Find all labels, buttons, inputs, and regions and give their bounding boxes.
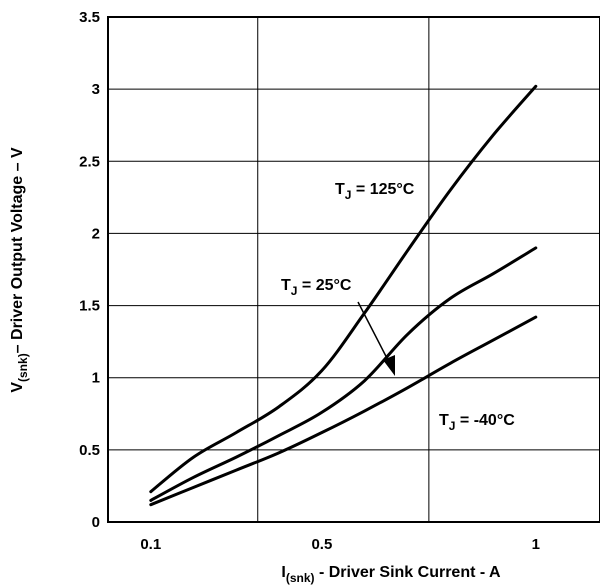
label-125c: TJ = 125°C xyxy=(335,181,415,202)
y-tick-label-3: 1.5 xyxy=(79,298,100,315)
label-25c: TJ = 25°C xyxy=(281,277,352,298)
y-tick-label-5: 2.5 xyxy=(79,153,100,170)
label-minus40c: TJ = -40°C xyxy=(439,412,515,433)
x-axis-title: I(snk) - Driver Sink Current - A xyxy=(281,564,501,585)
y-axis-title: V(snk)– Driver Output Voltage – V xyxy=(9,147,30,393)
y-tick-labels: 0 0.5 1 1.5 2 2.5 3 3.5 xyxy=(79,9,100,531)
y-tick-label-1: 0.5 xyxy=(79,442,100,459)
x-tick-label-1: 0.5 xyxy=(311,536,332,553)
series-line-25c xyxy=(149,246,538,502)
y-tick-label-2: 1 xyxy=(92,370,100,387)
y-tick-label-4: 2 xyxy=(92,225,100,242)
x-tick-label-0: 0.1 xyxy=(140,536,161,553)
series-lines xyxy=(149,84,538,507)
grid xyxy=(108,17,600,522)
series-line-minus40c xyxy=(149,315,538,507)
x-tick-label-2: 1 xyxy=(532,536,540,553)
y-tick-label-7: 3.5 xyxy=(79,9,100,26)
y-tick-label-0: 0 xyxy=(92,514,100,531)
plot-frame xyxy=(107,16,600,523)
y-tick-label-6: 3 xyxy=(92,81,100,98)
arrow-25c xyxy=(357,301,395,376)
series-line-125c xyxy=(149,84,538,494)
x-tick-labels: 0.1 0.5 1 xyxy=(140,536,540,553)
